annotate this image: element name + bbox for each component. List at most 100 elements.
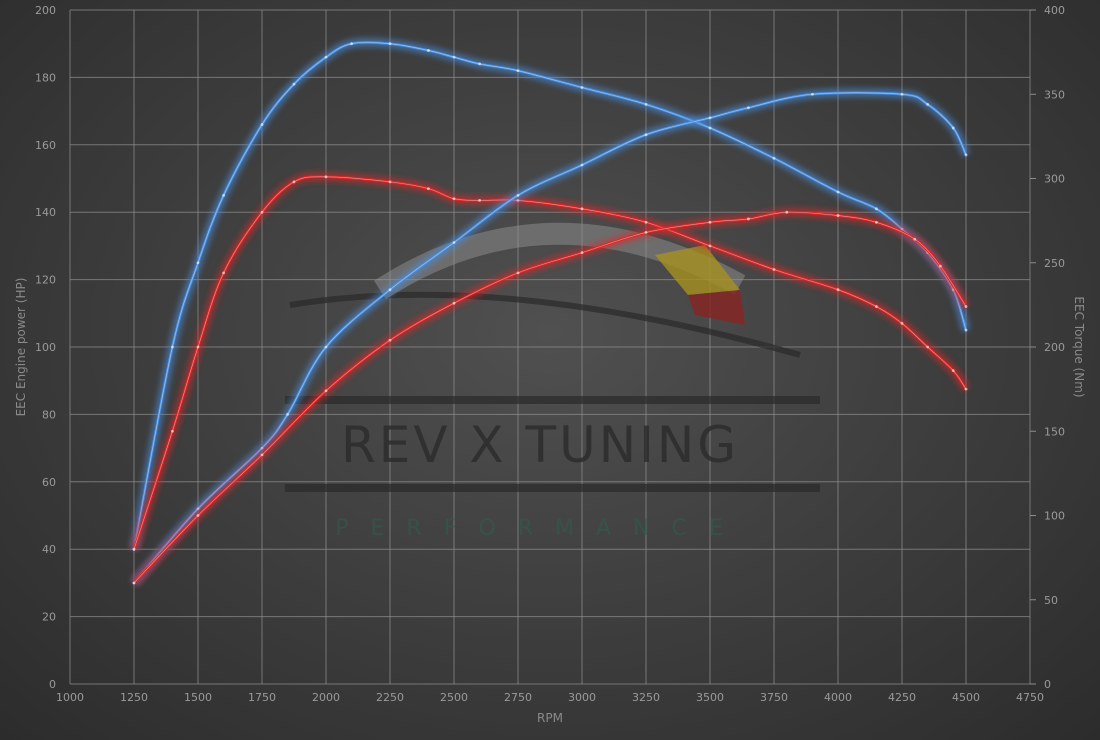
torque-curve-blue-point — [708, 116, 712, 120]
y-left-tick-label: 120 — [35, 274, 56, 287]
logo-subtext: PERFORMANCE — [335, 516, 744, 541]
power-curve-blue-point — [516, 69, 520, 73]
y-left-tick-label: 40 — [42, 543, 56, 556]
power-curve-red-point — [900, 322, 904, 325]
torque-curve-red-point — [644, 231, 648, 234]
power-curve-red-point — [260, 210, 264, 214]
power-curve-red-point — [580, 207, 584, 211]
x-axis-label: RPM — [537, 711, 563, 725]
logo-text: REV X TUNING — [341, 416, 739, 474]
y-right-tick-label: 350 — [1044, 88, 1065, 101]
power-curve-blue-point — [292, 82, 296, 86]
x-tick-label: 4500 — [952, 691, 980, 704]
torque-curve-blue — [133, 91, 968, 584]
power-curve-red-point — [708, 244, 712, 248]
x-tick-label: 2500 — [440, 691, 468, 704]
power-curve-blue-point — [772, 156, 776, 160]
y-left-tick-label: 20 — [42, 611, 56, 624]
power-curve-blue-point — [260, 123, 264, 126]
power-curve-blue-point — [324, 55, 328, 59]
y-left-tick-label: 60 — [42, 476, 56, 489]
torque-curve-blue-point — [951, 126, 955, 130]
power-curve-blue-point — [580, 86, 584, 89]
torque-curve-blue-point — [926, 102, 929, 106]
power-curve-red-point — [951, 369, 955, 372]
torque-curve-red-point — [913, 237, 917, 241]
x-tick-label: 4000 — [824, 691, 852, 704]
torque-curve-red-point — [260, 453, 264, 457]
x-tick-label: 2250 — [376, 691, 404, 704]
torque-curve-blue-point — [644, 133, 648, 137]
torque-curve-blue-point — [900, 92, 904, 96]
torque-curve-red-point — [747, 217, 750, 221]
power-curve-blue-point — [964, 328, 968, 332]
torque-curve-red-point — [324, 389, 328, 393]
torque-curve-blue-point — [324, 345, 328, 349]
x-tick-label: 2000 — [312, 691, 340, 704]
y-left-tick-label: 160 — [35, 139, 56, 152]
torque-curve-red-point — [580, 251, 584, 255]
y-left-tick-label: 140 — [35, 206, 56, 219]
power-curve-red-point — [427, 187, 430, 191]
x-tick-label: 1000 — [56, 691, 84, 704]
power-curve-red-point — [836, 288, 840, 292]
torque-curve-blue-point — [811, 92, 814, 96]
y-right-tick-label: 50 — [1044, 594, 1058, 607]
x-tick-label: 3750 — [760, 691, 788, 704]
torque-curve-red-point — [196, 514, 200, 517]
y-left-tick-label: 0 — [49, 678, 56, 691]
torque-curve-red-point — [516, 271, 520, 275]
x-tick-label: 1250 — [120, 691, 148, 704]
power-curve-red-point — [452, 197, 456, 201]
y-right-tick-label: 100 — [1044, 510, 1065, 523]
torque-curve-blue-highlight — [133, 92, 967, 584]
y-right-tick-label: 150 — [1044, 425, 1065, 438]
power-curve-blue-point — [452, 55, 456, 59]
y-left-tick-label: 100 — [35, 341, 56, 354]
axis-ticks: 1000 1250 1500 1750 2000 2250 2500 2750 3000 3250… — [35, 4, 1065, 704]
power-curve-blue-point — [836, 190, 840, 194]
y-right-tick-label: 200 — [1044, 341, 1065, 354]
power-curve-blue-point — [427, 49, 430, 52]
power-curve-red-point — [388, 180, 392, 184]
power-curve-red-point — [324, 175, 328, 179]
power-curve-red-point — [926, 345, 929, 349]
torque-curve-blue-point — [964, 153, 968, 157]
power-curve-red-point — [196, 345, 200, 349]
power-curve-red-point — [964, 387, 968, 391]
torque-curve-red-point — [836, 214, 840, 217]
power-curve-blue-point — [388, 42, 392, 46]
power-curve-red-point — [222, 271, 226, 275]
y-axis-left-label: EEC Engine power (HP) — [14, 278, 28, 417]
torque-curve-red-point — [132, 581, 136, 585]
x-tick-label: 3000 — [568, 691, 596, 704]
series-lines — [129, 37, 971, 586]
y-right-tick-label: 250 — [1044, 257, 1065, 270]
power-curve-red-point — [772, 268, 776, 271]
x-tick-label: 1500 — [184, 691, 212, 704]
power-curve-blue-point — [478, 62, 481, 66]
x-tick-label: 2750 — [504, 691, 532, 704]
power-curve-blue-point — [171, 345, 174, 349]
torque-curve-red-point — [388, 338, 392, 342]
y-right-tick-label: 300 — [1044, 173, 1065, 186]
power-curve-blue-point — [222, 193, 226, 197]
torque-curve-red-point — [708, 220, 712, 224]
torque-curve-blue-point — [286, 413, 289, 416]
torque-curve-blue-point — [516, 193, 520, 197]
torque-curve-red-point — [452, 301, 456, 305]
power-curve-red-point — [478, 199, 481, 202]
torque-curve-blue-point — [747, 106, 750, 110]
torque-curve-blue-point — [388, 288, 392, 292]
y-axis-right-label: EEC Torque (Nm) — [1072, 296, 1086, 397]
y-right-tick-label: 400 — [1044, 4, 1065, 17]
x-tick-label: 3250 — [632, 691, 660, 704]
power-curve-blue-point — [196, 261, 200, 265]
power-curve-red-point — [132, 547, 136, 551]
power-curve-red-point — [292, 180, 296, 184]
y-right-tick-label: 0 — [1044, 678, 1051, 691]
power-curve-blue-point — [708, 126, 712, 130]
y-left-tick-label: 200 — [35, 4, 56, 17]
torque-curve-red-point — [964, 305, 968, 308]
